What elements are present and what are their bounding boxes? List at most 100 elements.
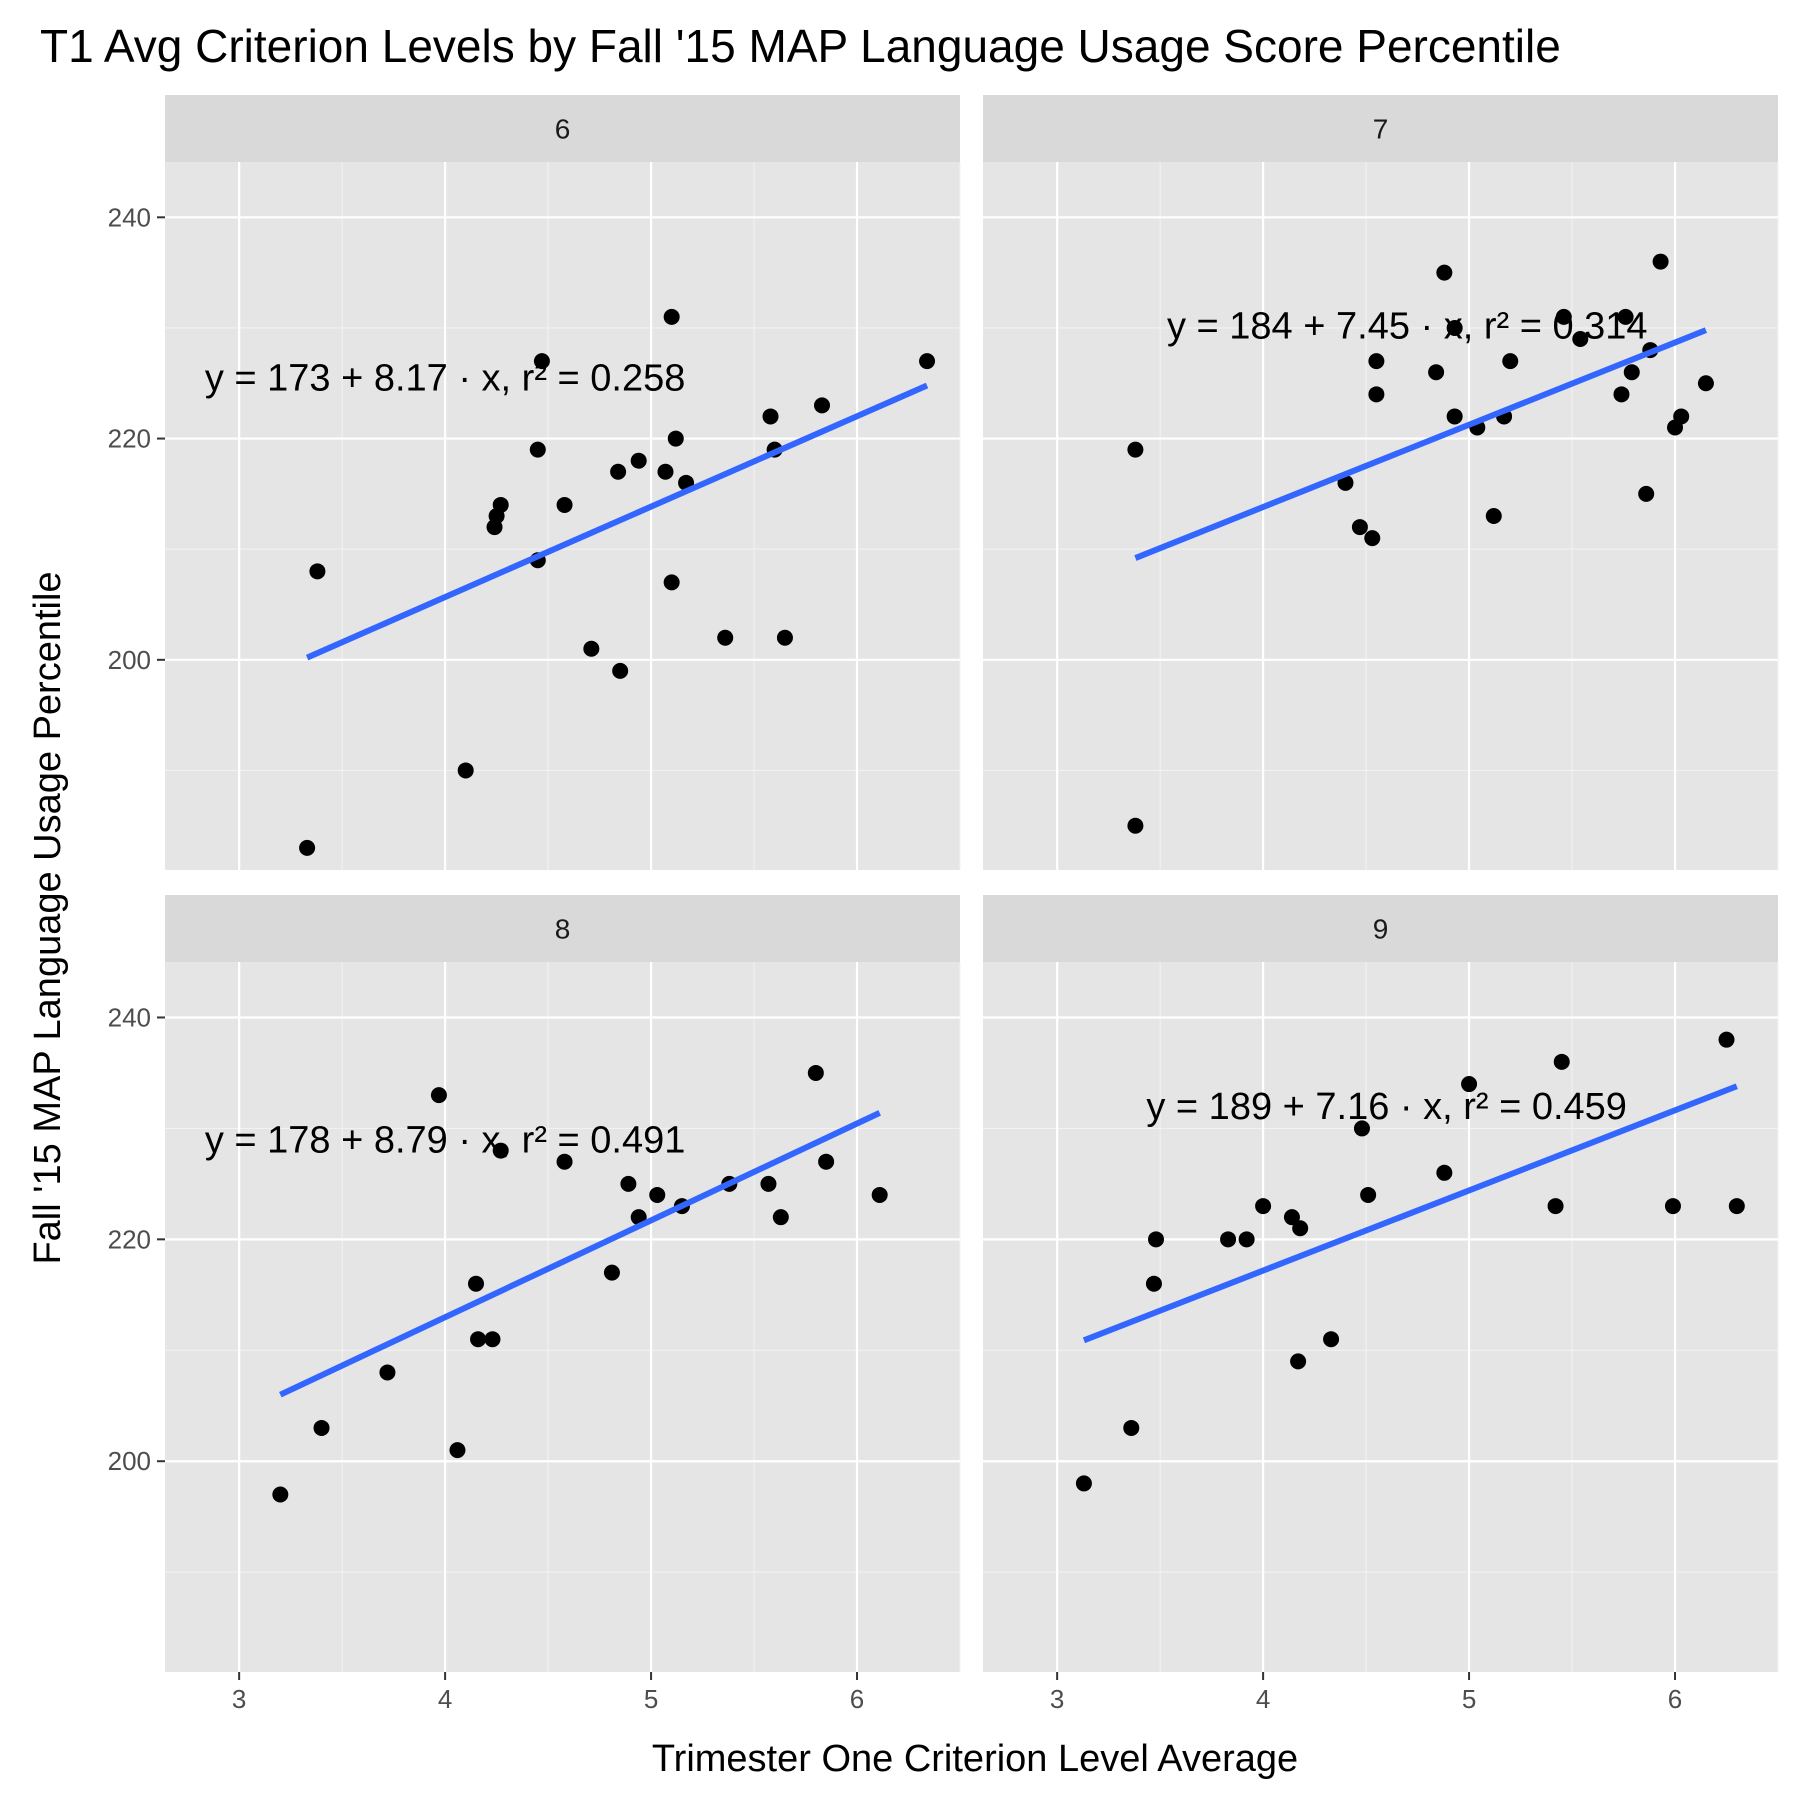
data-point <box>818 1153 835 1170</box>
data-point <box>1123 1419 1140 1436</box>
y-tick-label: 200 <box>108 1446 151 1476</box>
data-point <box>1547 1198 1564 1215</box>
data-point <box>1075 1475 1092 1492</box>
data-point <box>1697 375 1714 392</box>
x-tick-label: 4 <box>438 1684 452 1714</box>
data-point <box>1673 408 1690 425</box>
data-point <box>467 1275 484 1292</box>
data-point <box>313 1419 330 1436</box>
data-point <box>871 1186 888 1203</box>
data-point <box>1446 408 1463 425</box>
data-point <box>717 629 734 646</box>
data-point <box>1555 308 1572 325</box>
data-point <box>449 1442 466 1459</box>
data-point <box>1436 1164 1453 1181</box>
facet-strip <box>165 895 960 962</box>
data-point <box>1360 1186 1377 1203</box>
x-tick-label: 5 <box>1462 1684 1476 1714</box>
data-point <box>1290 1353 1307 1370</box>
data-point <box>1617 308 1634 325</box>
y-axis-title: Fall '15 MAP Language Usage Percentile <box>27 571 69 1264</box>
data-point <box>1728 1198 1745 1215</box>
data-point <box>814 397 831 414</box>
data-point <box>760 1175 777 1192</box>
data-point <box>272 1486 289 1503</box>
facet-strip-label: 6 <box>555 114 571 145</box>
data-point <box>1351 519 1368 536</box>
data-point <box>610 463 627 480</box>
regression-equation-label: y = 184 + 7.45 · x, r² = 0.314 <box>1167 306 1648 348</box>
data-point <box>492 1142 509 1159</box>
facet-panel-8: 8 200 220 240 3 4 5 6 y = 178 + 8.79 · x, r² = 0… <box>108 895 961 1714</box>
regression-equation-label: y = 173 + 8.17 · x, r² = 0.258 <box>205 358 686 400</box>
facet-strip-label: 8 <box>555 914 571 945</box>
data-point <box>533 353 550 370</box>
regression-line <box>1134 327 1708 561</box>
data-point <box>762 408 779 425</box>
facet-strip <box>983 95 1778 162</box>
data-point <box>1220 1231 1237 1248</box>
facet-panel-6: 6 200 220 240 y = 173 + 8.17 · x, r² = 0.258 <box>108 95 961 870</box>
facet-panels: 6 200 220 240 y = 173 + 8.17 · x, r² = 0.258… <box>108 95 1779 1714</box>
data-point <box>620 1175 637 1192</box>
data-point <box>457 762 474 779</box>
data-point <box>1364 530 1381 547</box>
regression-equation-label: y = 189 + 7.16 · x, r² = 0.459 <box>1146 1086 1627 1128</box>
data-point <box>649 1186 666 1203</box>
data-point <box>663 574 680 591</box>
data-point <box>492 496 509 513</box>
data-point <box>1145 1275 1162 1292</box>
data-point <box>1502 353 1519 370</box>
data-point <box>1652 253 1669 270</box>
data-point <box>309 563 326 580</box>
regression-equation-label: y = 178 + 8.79 · x, r² = 0.491 <box>205 1120 686 1162</box>
facet-strip <box>165 95 960 162</box>
data-point <box>1553 1053 1570 1070</box>
y-tick-label: 220 <box>108 424 151 454</box>
data-point <box>529 441 546 458</box>
x-tick-label: 6 <box>850 1684 864 1714</box>
data-point <box>1238 1231 1255 1248</box>
chart-title: T1 Avg Criterion Levels by Fall '15 MAP … <box>40 20 1561 72</box>
data-point <box>299 839 316 856</box>
facet-strip <box>983 895 1778 962</box>
y-tick-label: 220 <box>108 1224 151 1254</box>
data-point <box>1485 508 1502 524</box>
data-point <box>1323 1331 1340 1348</box>
y-tick-label: 200 <box>108 645 151 675</box>
x-tick-label: 6 <box>1668 1684 1682 1714</box>
data-point <box>1613 386 1630 403</box>
x-tick-label: 3 <box>1050 1684 1064 1714</box>
regression-line <box>305 382 929 661</box>
data-point <box>1664 1198 1681 1215</box>
data-point <box>556 496 573 513</box>
panel-background <box>165 162 960 870</box>
data-point <box>1255 1198 1272 1215</box>
facet-panel-9: 9 3 4 5 6 y = 189 + 7.16 · x, r² = 0.459 <box>983 895 1779 1714</box>
data-point <box>1148 1231 1165 1248</box>
data-point <box>1638 485 1655 502</box>
regression-line <box>279 1110 881 1398</box>
data-point <box>1292 1220 1309 1237</box>
x-tick-label: 3 <box>232 1684 246 1714</box>
y-tick-label: 240 <box>108 1002 151 1032</box>
data-point <box>1428 364 1445 381</box>
facet-strip-label: 7 <box>1373 114 1389 145</box>
panel-background <box>165 962 960 1672</box>
data-point <box>1368 386 1385 403</box>
data-point <box>430 1087 447 1104</box>
data-point <box>470 1331 487 1348</box>
data-point <box>667 430 684 447</box>
data-point <box>1572 331 1589 347</box>
facet-strip-label: 9 <box>1373 914 1389 945</box>
data-point <box>1368 353 1385 370</box>
y-tick-label: 240 <box>108 202 151 232</box>
panel-background <box>983 962 1778 1672</box>
data-point <box>630 452 647 469</box>
data-point <box>612 662 629 679</box>
data-point <box>1446 319 1463 336</box>
data-point <box>603 1264 620 1281</box>
data-point <box>484 1331 501 1348</box>
data-point <box>1127 441 1144 458</box>
